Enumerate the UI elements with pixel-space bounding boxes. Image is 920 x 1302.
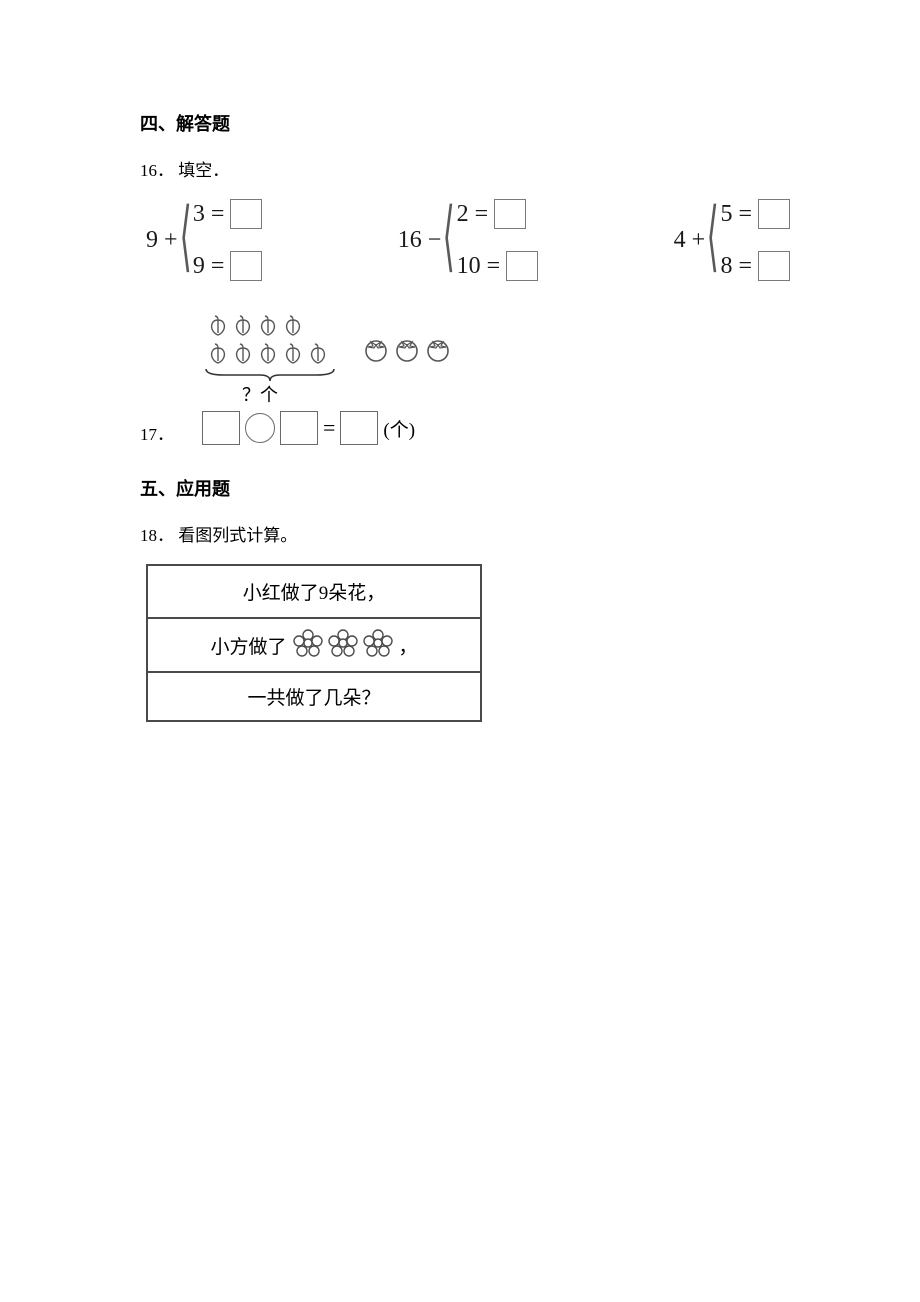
peach-icon — [231, 313, 255, 337]
peach-icon — [256, 341, 280, 365]
q16-group-1: 16 − ⟨ 2 = 10 = — [398, 199, 538, 281]
flower-row — [291, 627, 395, 663]
answer-box[interactable] — [340, 411, 378, 445]
peach-icon — [206, 341, 230, 365]
unit-label: (个) — [383, 415, 415, 442]
persimmon-icon — [393, 335, 421, 363]
q16-group-2: 4 + ⟨ 5 = 8 = — [674, 199, 790, 281]
q16-g0-top: 3 = — [193, 199, 263, 229]
angle-bracket-icon: ⟨ — [179, 215, 191, 261]
q16-g2-left: 4 + — [674, 227, 706, 254]
q16-math-row: 9 + ⟨ 3 = 9 = 16 − ⟨ 2 = 10 = — [140, 199, 790, 281]
q16-g0-pair: 3 = 9 = — [193, 199, 263, 281]
q17-number: 17． — [140, 420, 174, 445]
peach-row-2 — [206, 341, 330, 365]
equation-row: = (个) — [202, 411, 452, 445]
q16-g1-left: 16 − — [398, 227, 442, 254]
flower-icon — [326, 627, 360, 663]
q18-row-2: 小方做了 ， — [148, 619, 480, 673]
flower-icon — [361, 627, 395, 663]
qmark-label: ？个 — [242, 381, 452, 407]
q16-number: 16． — [140, 161, 174, 180]
answer-box[interactable] — [758, 199, 790, 229]
row2-wrapper — [206, 337, 452, 365]
answer-box[interactable] — [506, 251, 538, 281]
q16-text: 填空． — [178, 161, 229, 180]
q16-g2-bot-lhs: 8 = — [720, 253, 752, 280]
q16-g1-bot-lhs: 10 = — [457, 253, 501, 280]
q16-g2-pair: 5 = 8 = — [720, 199, 790, 281]
equals-sign: = — [323, 415, 335, 441]
q18-line: 18． 看图列式计算。 — [140, 521, 780, 546]
q16-g0-top-lhs: 3 = — [193, 201, 225, 228]
q16-g0-bot-lhs: 9 = — [193, 253, 225, 280]
q16-g1-pair: 2 = 10 = — [457, 199, 539, 281]
q16-g1-bot: 10 = — [457, 251, 539, 281]
peach-icon — [281, 341, 305, 365]
q18-row2-prefix: 小方做了 — [210, 632, 286, 659]
operator-circle[interactable] — [245, 413, 275, 443]
q18-text: 看图列式计算。 — [178, 526, 297, 545]
q18-number: 18． — [140, 526, 174, 545]
q17-wrap: 17． ？个 = (个) — [140, 311, 780, 447]
persimmon-icon — [424, 335, 452, 363]
answer-box[interactable] — [230, 199, 262, 229]
q18-row2-suffix: ， — [399, 632, 418, 659]
angle-bracket-icon: ⟨ — [707, 215, 719, 261]
angle-bracket-icon: ⟨ — [443, 215, 455, 261]
q16-g1-top-lhs: 2 = — [457, 201, 489, 228]
persimmon-row — [362, 335, 452, 363]
peach-icon — [281, 313, 305, 337]
q18-row-3: 一共做了几朵？ — [148, 673, 480, 720]
answer-box[interactable] — [230, 251, 262, 281]
section-4-heading: 四、解答题 — [140, 110, 780, 136]
q16-g0-left: 9 + — [146, 227, 178, 254]
q16-g2-top-lhs: 5 = — [720, 201, 752, 228]
q17-figure: ？个 = (个) — [180, 311, 456, 447]
peach-icon — [306, 341, 330, 365]
peach-row-1 — [206, 313, 452, 337]
answer-box[interactable] — [202, 411, 240, 445]
q16-g2-bot: 8 = — [720, 251, 790, 281]
peach-icon — [206, 313, 230, 337]
answer-box[interactable] — [494, 199, 526, 229]
persimmon-icon — [362, 335, 390, 363]
q16-g1-top: 2 = — [457, 199, 539, 229]
q18-table: 小红做了9朵花， 小方做了 ， 一共做了几朵？ — [146, 564, 482, 722]
q16-g2-top: 5 = — [720, 199, 790, 229]
q16-group-0: 9 + ⟨ 3 = 9 = — [146, 199, 262, 281]
answer-box[interactable] — [758, 251, 790, 281]
q18-row-1: 小红做了9朵花， — [148, 566, 480, 619]
peach-icon — [231, 341, 255, 365]
flower-icon — [291, 627, 325, 663]
section-5-heading: 五、应用题 — [140, 475, 780, 501]
q16-line: 16． 填空． — [140, 156, 780, 181]
answer-box[interactable] — [280, 411, 318, 445]
q16-g0-bot: 9 = — [193, 251, 263, 281]
peach-icon — [256, 313, 280, 337]
peach-rows — [206, 313, 452, 365]
